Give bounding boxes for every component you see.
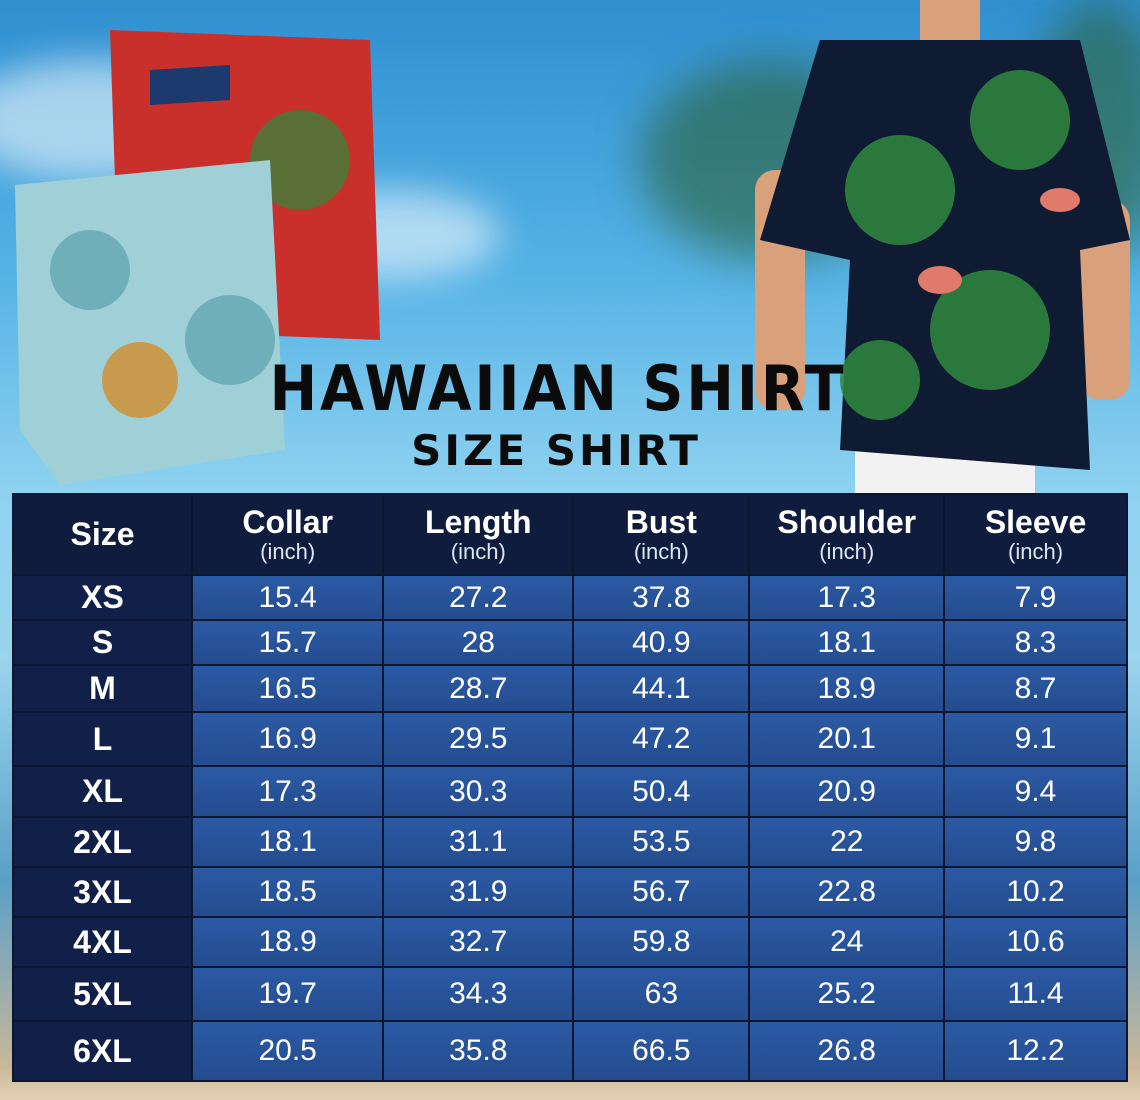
column-unit: (inch) bbox=[819, 538, 875, 564]
value-cell: 8.3 bbox=[945, 621, 1126, 664]
value-cell: 25.2 bbox=[750, 968, 944, 1020]
value-cell: 18.9 bbox=[750, 666, 944, 711]
column-label: Sleeve bbox=[984, 504, 1087, 541]
value-cell: 18.1 bbox=[750, 621, 944, 664]
value-cell: 24 bbox=[750, 918, 944, 966]
column-header-shoulder: Shoulder (inch) bbox=[750, 495, 944, 574]
column-unit: (inch) bbox=[260, 538, 316, 564]
column-unit: (inch) bbox=[633, 538, 689, 564]
value-cell: 16.5 bbox=[192, 666, 383, 711]
column-header-length: Length (inch) bbox=[384, 495, 573, 574]
value-cell: 20.1 bbox=[750, 713, 944, 765]
value-cell: 26.8 bbox=[750, 1022, 944, 1080]
value-cell: 35.8 bbox=[384, 1022, 573, 1080]
column-header-collar: Collar (inch) bbox=[192, 495, 383, 574]
value-cell: 18.1 bbox=[192, 818, 383, 866]
value-cell: 7.9 bbox=[945, 576, 1126, 619]
value-cell: 16.9 bbox=[192, 713, 383, 765]
column-label: Collar bbox=[242, 504, 334, 541]
size-cell: L bbox=[14, 713, 191, 765]
value-cell: 30.3 bbox=[384, 767, 573, 816]
value-cell: 18.9 bbox=[192, 918, 383, 966]
value-cell: 32.7 bbox=[384, 918, 573, 966]
column-label: Length bbox=[424, 504, 532, 541]
value-cell: 20.5 bbox=[192, 1022, 383, 1080]
folded-shirts-image bbox=[15, 30, 380, 485]
size-cell: 5XL bbox=[14, 968, 191, 1020]
value-cell: 9.1 bbox=[945, 713, 1126, 765]
table-row: S 15.7 28 40.9 18.1 8.3 bbox=[14, 621, 1126, 664]
size-cell: 2XL bbox=[14, 818, 191, 866]
value-cell: 10.2 bbox=[945, 868, 1126, 916]
column-header-sleeve: Sleeve (inch) bbox=[945, 495, 1126, 574]
page-subtitle: SIZE SHIRT bbox=[411, 426, 701, 475]
table-row: XS 15.4 27.2 37.8 17.3 7.9 bbox=[14, 576, 1126, 619]
size-cell: S bbox=[14, 621, 191, 664]
column-label: Bust bbox=[625, 504, 697, 541]
value-cell: 28 bbox=[384, 621, 573, 664]
size-cell: XL bbox=[14, 767, 191, 816]
value-cell: 44.1 bbox=[574, 666, 749, 711]
size-cell: 4XL bbox=[14, 918, 191, 966]
table-row: 6XL 20.5 35.8 66.5 26.8 12.2 bbox=[14, 1022, 1126, 1080]
value-cell: 8.7 bbox=[945, 666, 1126, 711]
value-cell: 15.4 bbox=[192, 576, 383, 619]
value-cell: 10.6 bbox=[945, 918, 1126, 966]
value-cell: 22.8 bbox=[750, 868, 944, 916]
table-row: M 16.5 28.7 44.1 18.9 8.7 bbox=[14, 666, 1126, 711]
model-shirt-image bbox=[755, 0, 1130, 495]
value-cell: 56.7 bbox=[574, 868, 749, 916]
value-cell: 17.3 bbox=[750, 576, 944, 619]
value-cell: 19.7 bbox=[192, 968, 383, 1020]
table-row: 5XL 19.7 34.3 63 25.2 11.4 bbox=[14, 968, 1126, 1020]
column-unit: (inch) bbox=[450, 538, 506, 564]
value-cell: 31.1 bbox=[384, 818, 573, 866]
value-cell: 50.4 bbox=[574, 767, 749, 816]
size-cell: M bbox=[14, 666, 191, 711]
value-cell: 34.3 bbox=[384, 968, 573, 1020]
column-header-size: Size bbox=[14, 495, 191, 574]
value-cell: 11.4 bbox=[945, 968, 1126, 1020]
table-header-row: Size Collar (inch) Length (inch) Bust (inch) Sh… bbox=[14, 495, 1126, 574]
value-cell: 15.7 bbox=[192, 621, 383, 664]
size-cell: 6XL bbox=[14, 1022, 191, 1080]
size-chart-table: Size Collar (inch) Length (inch) Bust (inch) Sh… bbox=[12, 493, 1128, 1082]
value-cell: 37.8 bbox=[574, 576, 749, 619]
column-header-bust: Bust (inch) bbox=[574, 495, 749, 574]
size-cell: 3XL bbox=[14, 868, 191, 916]
value-cell: 20.9 bbox=[750, 767, 944, 816]
value-cell: 47.2 bbox=[574, 713, 749, 765]
value-cell: 9.4 bbox=[945, 767, 1126, 816]
column-unit: (inch) bbox=[1008, 538, 1064, 564]
value-cell: 28.7 bbox=[384, 666, 573, 711]
page-title: HAWAIIAN SHIRT bbox=[269, 352, 847, 425]
table-row: 4XL 18.9 32.7 59.8 24 10.6 bbox=[14, 918, 1126, 966]
column-label: Size bbox=[70, 515, 135, 552]
value-cell: 66.5 bbox=[574, 1022, 749, 1080]
value-cell: 17.3 bbox=[192, 767, 383, 816]
value-cell: 27.2 bbox=[384, 576, 573, 619]
value-cell: 40.9 bbox=[574, 621, 749, 664]
value-cell: 29.5 bbox=[384, 713, 573, 765]
table-row: 2XL 18.1 31.1 53.5 22 9.8 bbox=[14, 818, 1126, 866]
table-row: L 16.9 29.5 47.2 20.1 9.1 bbox=[14, 713, 1126, 765]
value-cell: 53.5 bbox=[574, 818, 749, 866]
value-cell: 18.5 bbox=[192, 868, 383, 916]
value-cell: 59.8 bbox=[574, 918, 749, 966]
table-row: 3XL 18.5 31.9 56.7 22.8 10.2 bbox=[14, 868, 1126, 916]
value-cell: 9.8 bbox=[945, 818, 1126, 866]
value-cell: 22 bbox=[750, 818, 944, 866]
size-cell: XS bbox=[14, 576, 191, 619]
value-cell: 31.9 bbox=[384, 868, 573, 916]
column-label: Shoulder bbox=[777, 504, 917, 541]
value-cell: 12.2 bbox=[945, 1022, 1126, 1080]
value-cell: 63 bbox=[574, 968, 749, 1020]
table-row: XL 17.3 30.3 50.4 20.9 9.4 bbox=[14, 767, 1126, 816]
